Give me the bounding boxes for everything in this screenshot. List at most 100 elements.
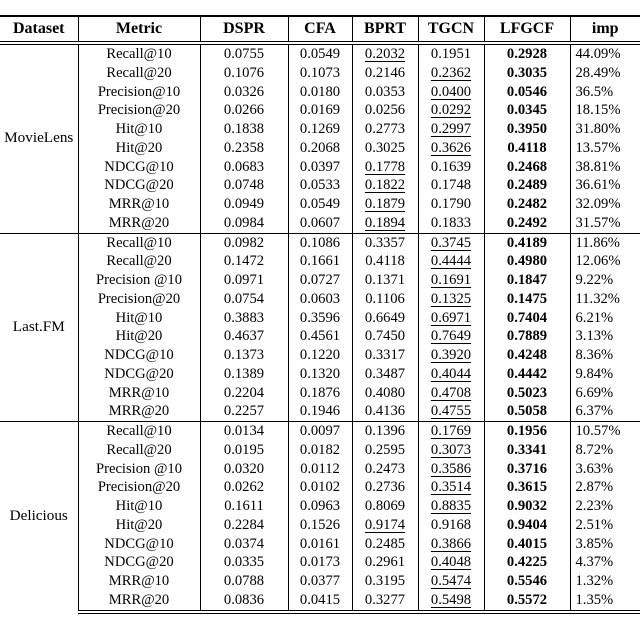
value-cell-tgcn: 0.3073 bbox=[417, 440, 485, 460]
value-text: 0.1526 bbox=[299, 516, 341, 533]
value-text: 2.51% bbox=[575, 516, 614, 533]
table-row: MRR@20 0.0984 0.0607 0.1894 0.1833 0.2492 31.5… bbox=[0, 213, 640, 233]
value-text: 0.2146 bbox=[364, 64, 406, 81]
table-row: Recall@20 0.1472 0.1661 0.4118 0.4444 0.4980 1… bbox=[0, 252, 640, 271]
value-cell-imp: 8.36% bbox=[569, 346, 640, 365]
value-cell-dspr: 0.0982 bbox=[199, 232, 289, 253]
value-text: 0.1833 bbox=[430, 214, 472, 231]
value-cell-bprt: 0.2961 bbox=[351, 553, 419, 572]
value-cell-dspr: 0.0134 bbox=[199, 420, 289, 441]
value-text: 0.3745 bbox=[430, 234, 472, 251]
value-cell-tgcn: 0.5474 bbox=[417, 572, 485, 591]
value-cell-tgcn: 0.9168 bbox=[417, 515, 485, 535]
value-text: 0.0353 bbox=[364, 83, 406, 100]
value-text: 0.2284 bbox=[223, 516, 265, 533]
value-text: 0.4248 bbox=[506, 347, 548, 363]
value-text: 0.5572 bbox=[506, 591, 548, 608]
value-cell-cfa: 0.1086 bbox=[287, 232, 353, 253]
value-cell-dspr: 0.0262 bbox=[199, 478, 289, 497]
value-cell-lfgcf: 0.4248 bbox=[483, 346, 571, 365]
value-text: 31.80% bbox=[575, 121, 621, 137]
value-text: 0.0112 bbox=[300, 460, 340, 477]
value-text: 0.0134 bbox=[223, 423, 265, 439]
value-text: 6.69% bbox=[575, 384, 614, 401]
table-body: MovieLens Recall@10 0.0755 0.0549 0.2032 0.19… bbox=[0, 43, 640, 614]
value-cell-cfa: 0.1073 bbox=[287, 63, 353, 83]
value-text: 31.57% bbox=[575, 214, 621, 231]
value-text: 0.3866 bbox=[430, 535, 472, 552]
value-cell-imp: 3.85% bbox=[569, 534, 640, 554]
metric-cell: NDCG@20 bbox=[77, 364, 201, 384]
column-header-tgcn: TGCN bbox=[417, 15, 485, 45]
value-cell-imp: 2.51% bbox=[569, 515, 640, 535]
value-cell-bprt: 0.4080 bbox=[351, 383, 419, 403]
value-text: 0.7450 bbox=[364, 328, 406, 345]
value-text: 0.2595 bbox=[364, 441, 406, 458]
value-text: 0.3716 bbox=[506, 460, 548, 477]
value-text: 3.85% bbox=[575, 535, 614, 552]
value-text: 0.1320 bbox=[299, 365, 341, 382]
value-cell-cfa: 0.0182 bbox=[287, 440, 353, 460]
value-cell-imp: 11.86% bbox=[569, 232, 640, 253]
value-text: 0.4225 bbox=[506, 554, 548, 571]
value-cell-dspr: 0.1472 bbox=[199, 252, 289, 271]
value-text: 9.84% bbox=[575, 365, 614, 382]
value-text: 0.1946 bbox=[299, 403, 341, 420]
value-cell-dspr: 0.1838 bbox=[199, 120, 289, 139]
value-cell-cfa: 0.0161 bbox=[287, 534, 353, 554]
value-text: 0.1106 bbox=[365, 290, 405, 307]
value-cell-imp: 31.80% bbox=[569, 120, 640, 139]
value-text: 36.5% bbox=[575, 83, 614, 100]
metric-cell: NDCG@10 bbox=[77, 346, 201, 365]
value-cell-tgcn: 0.7649 bbox=[417, 327, 485, 346]
value-text: 0.2257 bbox=[223, 403, 265, 420]
table-row: NDCG@10 0.0374 0.0161 0.2485 0.3866 0.4015 3.8… bbox=[0, 534, 640, 554]
value-cell-lfgcf: 0.4118 bbox=[483, 138, 571, 158]
table-header: Dataset Metric DSPR CFA BPRT TGCN LFGCF imp bbox=[0, 15, 640, 45]
value-cell-imp: 44.09% bbox=[569, 43, 640, 64]
value-cell-dspr: 0.0754 bbox=[199, 289, 289, 309]
value-cell-tgcn: 0.1790 bbox=[417, 195, 485, 214]
value-cell-bprt: 0.3317 bbox=[351, 346, 419, 365]
value-text: 0.0262 bbox=[223, 479, 265, 496]
table-row: MRR@10 0.2204 0.1876 0.4080 0.4708 0.5023 6.69… bbox=[0, 383, 640, 403]
value-text: 0.1639 bbox=[430, 158, 472, 175]
value-cell-tgcn: 0.1769 bbox=[417, 420, 485, 441]
value-cell-cfa: 0.1661 bbox=[287, 252, 353, 271]
value-cell-lfgcf: 0.3716 bbox=[483, 459, 571, 479]
value-text: 0.4708 bbox=[430, 384, 472, 401]
value-cell-imp: 3.13% bbox=[569, 327, 640, 346]
value-cell-lfgcf: 0.1956 bbox=[483, 420, 571, 441]
value-text: 0.0195 bbox=[223, 441, 265, 458]
value-text: 0.5474 bbox=[430, 573, 472, 589]
value-cell-imp: 10.57% bbox=[569, 420, 640, 441]
dataset-label-last-fm: Last.FM bbox=[0, 232, 79, 422]
metric-cell: NDCG@20 bbox=[77, 176, 201, 195]
value-text: 0.1325 bbox=[430, 290, 472, 307]
value-cell-lfgcf: 0.7889 bbox=[483, 327, 571, 346]
value-cell-cfa: 0.0397 bbox=[287, 157, 353, 177]
value-text: 0.1389 bbox=[223, 365, 265, 382]
table-row: MRR@20 0.0836 0.0415 0.3277 0.5498 0.5572 1.35… bbox=[0, 590, 640, 614]
value-text: 0.5023 bbox=[506, 384, 548, 401]
value-text: 0.1371 bbox=[364, 272, 406, 288]
value-text: 0.0748 bbox=[223, 177, 265, 194]
value-text: 0.2736 bbox=[364, 479, 406, 496]
value-cell-cfa: 0.0169 bbox=[287, 101, 353, 120]
value-text: 0.0546 bbox=[506, 83, 548, 100]
value-cell-lfgcf: 0.5546 bbox=[483, 572, 571, 591]
value-text: 0.1778 bbox=[364, 158, 406, 175]
value-cell-bprt: 0.0256 bbox=[351, 101, 419, 120]
metric-cell: Recall@10 bbox=[77, 43, 201, 64]
results-table: Dataset Metric DSPR CFA BPRT TGCN LFGCF imp Mov… bbox=[0, 15, 640, 614]
value-cell-bprt: 0.1879 bbox=[351, 195, 419, 214]
value-cell-lfgcf: 0.1847 bbox=[483, 271, 571, 290]
value-text: 0.6649 bbox=[364, 309, 406, 326]
value-text: 0.3514 bbox=[430, 479, 472, 496]
value-text: 0.0754 bbox=[223, 290, 265, 307]
value-text: 4.37% bbox=[575, 554, 614, 571]
column-header-metric: Metric bbox=[77, 15, 201, 45]
value-text: 0.2482 bbox=[506, 196, 548, 212]
value-cell-dspr: 0.0683 bbox=[199, 157, 289, 177]
metric-cell: MRR@10 bbox=[77, 383, 201, 403]
